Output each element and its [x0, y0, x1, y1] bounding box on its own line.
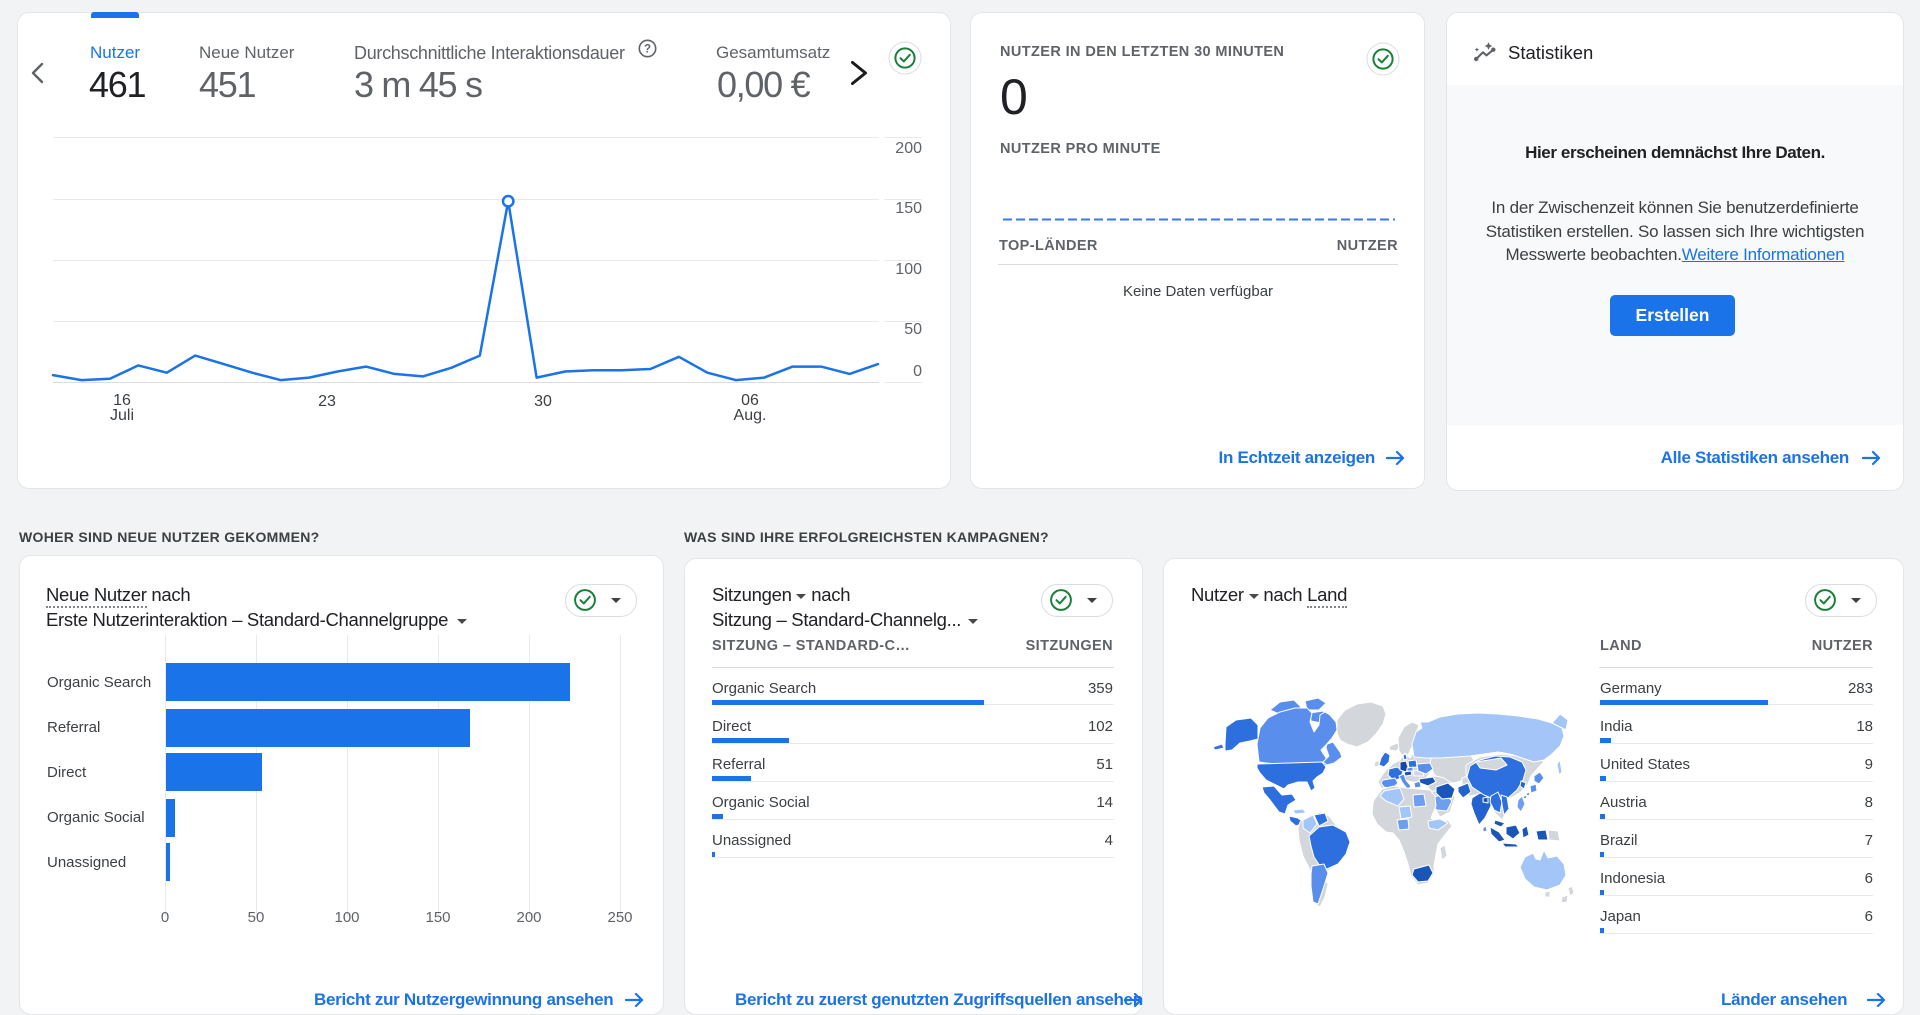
svg-text:?: ? [644, 43, 651, 55]
